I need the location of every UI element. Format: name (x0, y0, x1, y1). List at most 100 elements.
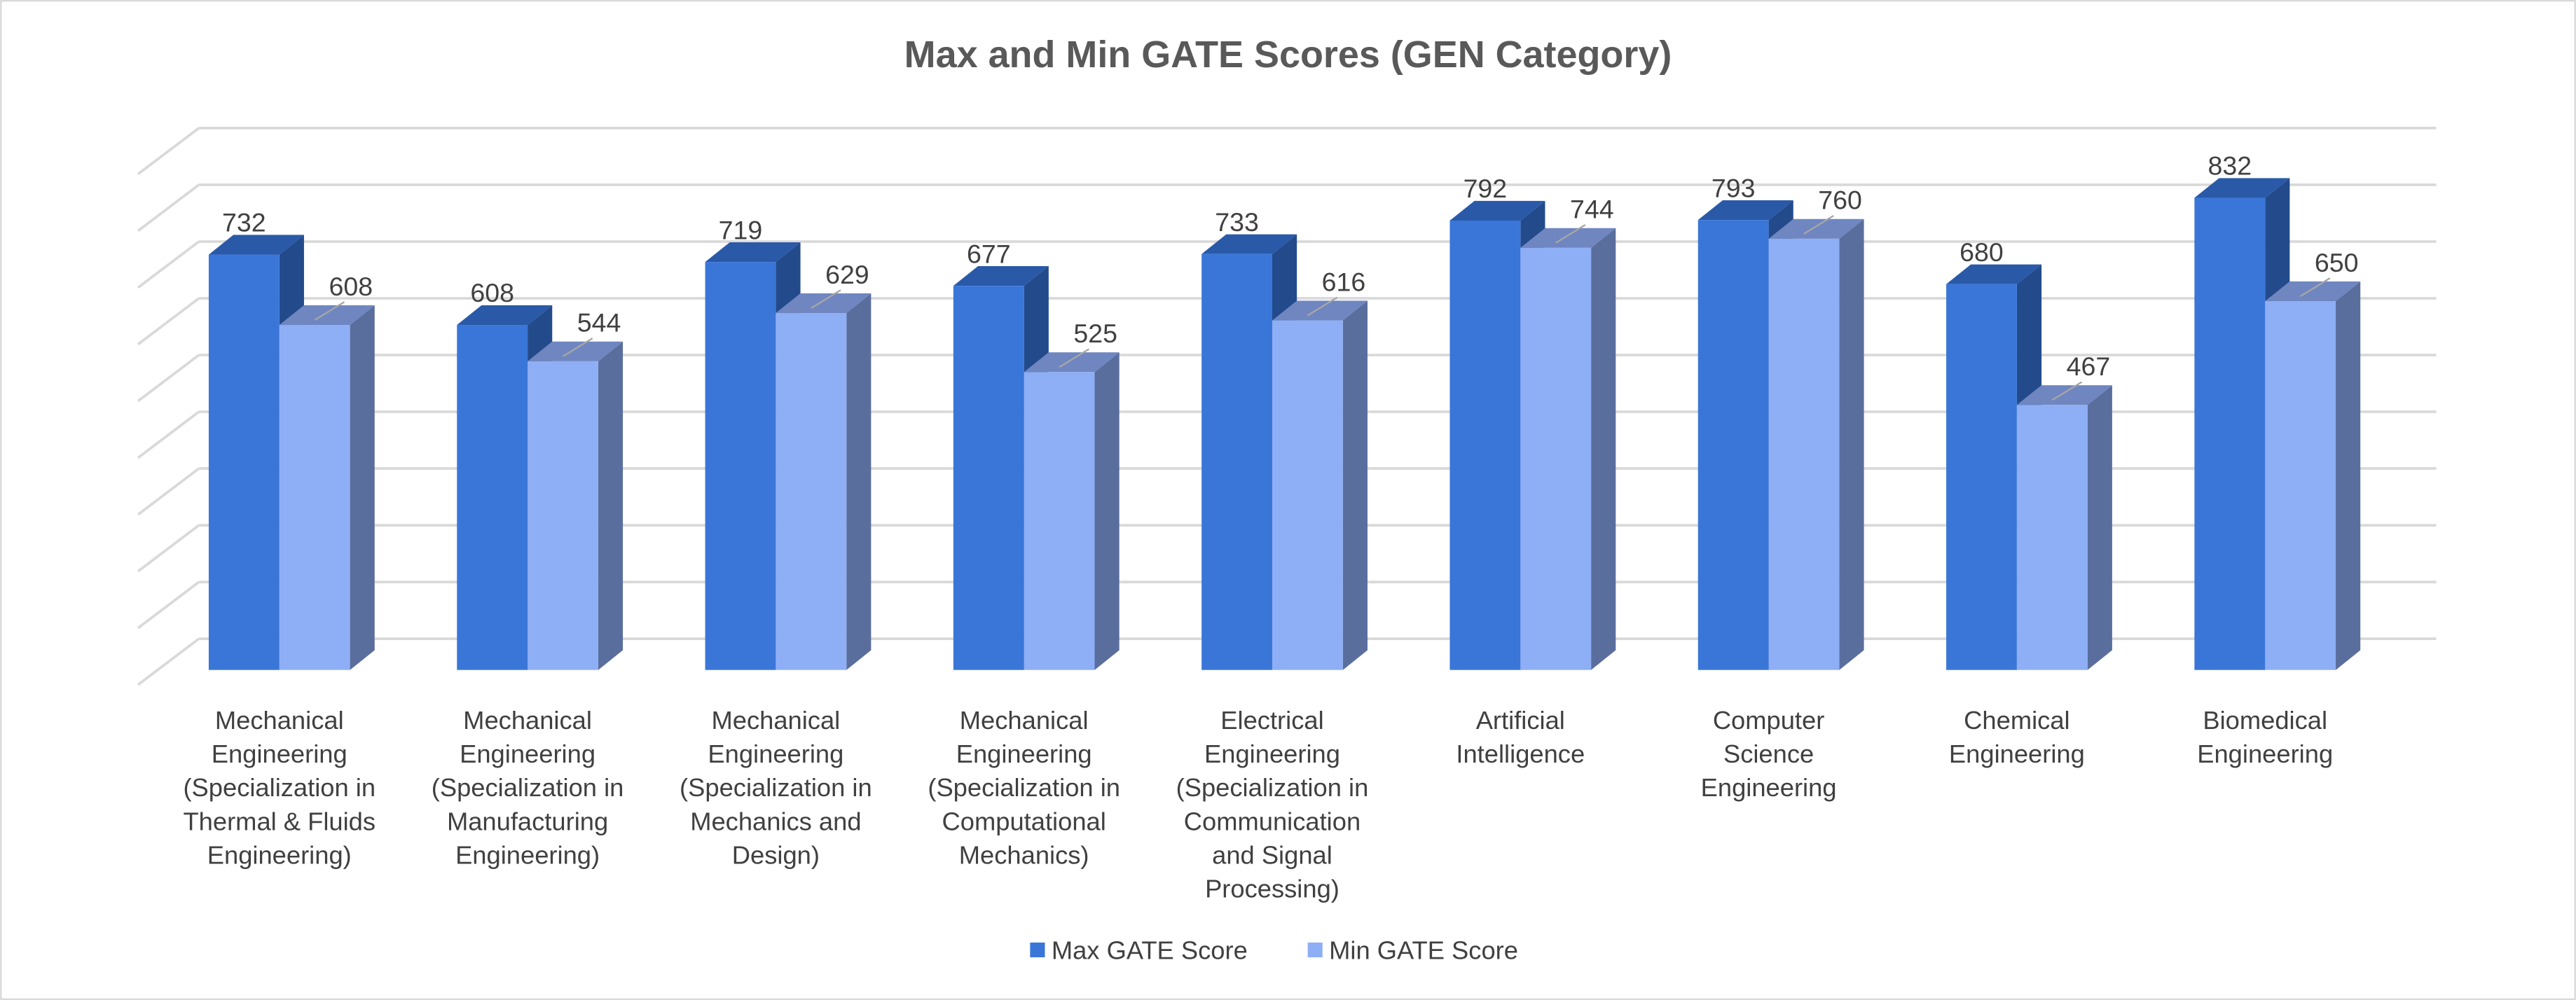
chart-title: Max and Min GATE Scores (GEN Category) (904, 34, 1672, 76)
bar-front (1201, 254, 1272, 670)
legend-swatch (1030, 942, 1045, 958)
leader-line (1555, 224, 1586, 244)
bar-top (1946, 264, 2042, 284)
category-label: Biomedical Engineering (2197, 706, 2333, 768)
category-label: Mechanical Engineering (Specialization in M… (432, 706, 624, 869)
bar-front (1024, 372, 1095, 670)
bar-side (2336, 281, 2361, 670)
bar-top (208, 235, 304, 255)
bar-min (1520, 228, 1616, 670)
leader-line (1059, 348, 1089, 368)
bar-front (2194, 197, 2266, 670)
data-label-min: 650 (2315, 248, 2359, 277)
bar-side (2087, 385, 2112, 670)
bar-top (2016, 385, 2112, 405)
data-label-min: 608 (329, 272, 373, 301)
bar-front (776, 313, 847, 670)
bar-top (1024, 352, 1120, 373)
legend-label: Max GATE Score (1052, 936, 1248, 964)
bar-min (2016, 385, 2112, 670)
category-label: Mechanical Engineering (Specialization in M… (680, 706, 872, 869)
bar-top (1697, 200, 1793, 221)
bar-side (350, 305, 375, 670)
data-label-min: 629 (825, 260, 869, 289)
data-label-min: 744 (1570, 195, 1614, 224)
bar-front (1520, 247, 1592, 670)
bar-top (776, 293, 872, 314)
leader-line (562, 338, 593, 357)
data-label-max: 608 (470, 278, 514, 307)
bar-max (1201, 234, 1297, 670)
bar-front (1697, 220, 1769, 670)
bar-side (598, 341, 624, 670)
legend-swatch (1307, 942, 1323, 958)
gridline-depth (137, 637, 200, 686)
data-labels: 732 608 608 544 719 629 677 525 733 616 792 744 793 7… (222, 151, 2358, 401)
leader-line (811, 289, 841, 309)
bar-front (2016, 405, 2088, 670)
bar-top (953, 266, 1049, 286)
data-label-max: 733 (1215, 207, 1259, 237)
bar-front (1946, 284, 2017, 670)
bars (208, 178, 2361, 670)
leader-line (314, 301, 345, 321)
bar-front (1768, 238, 1840, 670)
legend-item-min: Min GATE Score (1307, 936, 1518, 964)
bar-side (1839, 218, 1864, 670)
legend: Max GATE Score Min GATE Score (1030, 936, 1518, 964)
leader-line (2051, 381, 2083, 401)
data-label-max: 732 (222, 208, 266, 237)
bar-front (1272, 320, 1343, 670)
bar-front (528, 361, 598, 670)
bar-front (2265, 301, 2336, 670)
data-label-max: 680 (1959, 237, 2004, 267)
category-label: Mechanical Engineering (Specialization in T… (183, 706, 376, 869)
bar-top (2194, 178, 2290, 198)
gridline-depth (137, 297, 200, 346)
data-label-max: 719 (719, 215, 763, 244)
category-label: Artificial Intelligence (1456, 706, 1585, 768)
leader-line (1803, 215, 1834, 235)
bar-top (2265, 281, 2361, 302)
legend-label: Min GATE Score (1329, 936, 1518, 964)
legend-item-max: Max GATE Score (1030, 936, 1248, 964)
bar-min (776, 293, 872, 670)
data-label-max: 792 (1463, 174, 1508, 203)
bar-front (279, 325, 350, 670)
bar-front (208, 254, 280, 670)
bar-front (457, 325, 528, 670)
bar-min (1272, 300, 1368, 670)
data-label-min: 467 (2067, 352, 2111, 381)
data-label-max: 677 (967, 239, 1011, 268)
bar-top (1449, 200, 1545, 221)
bar-side (846, 293, 872, 670)
gridline-depth (137, 524, 200, 573)
bar-side (1591, 228, 1616, 670)
bar-top (279, 305, 375, 326)
data-label-max: 793 (1711, 173, 1756, 202)
bar-top (1201, 234, 1297, 254)
bar-front (705, 262, 776, 670)
data-label-max: 832 (2208, 151, 2252, 181)
bar-top (457, 305, 553, 326)
bar-top (1768, 218, 1864, 239)
gridline-depth (137, 183, 200, 232)
category-labels: Mechanical Engineering (Specialization in T… (183, 706, 2333, 903)
bar-top (528, 341, 624, 361)
category-label: Mechanical Engineering (Specialization in C… (928, 706, 1120, 869)
gridline-depth (137, 127, 200, 176)
data-label-min: 544 (577, 308, 621, 338)
gridline-depth (137, 410, 200, 459)
bar-min (2265, 281, 2361, 670)
data-label-min: 525 (1073, 319, 1117, 348)
data-label-min: 616 (1322, 267, 1366, 296)
bar-front (953, 286, 1024, 670)
bar-side (1342, 300, 1368, 670)
bar-side (1094, 352, 1120, 670)
gridline-depth (137, 581, 200, 630)
data-label-min: 760 (1818, 186, 1862, 215)
bar-top (1272, 300, 1368, 321)
category-label: Electrical Engineering (Specialization in C… (1176, 706, 1369, 903)
